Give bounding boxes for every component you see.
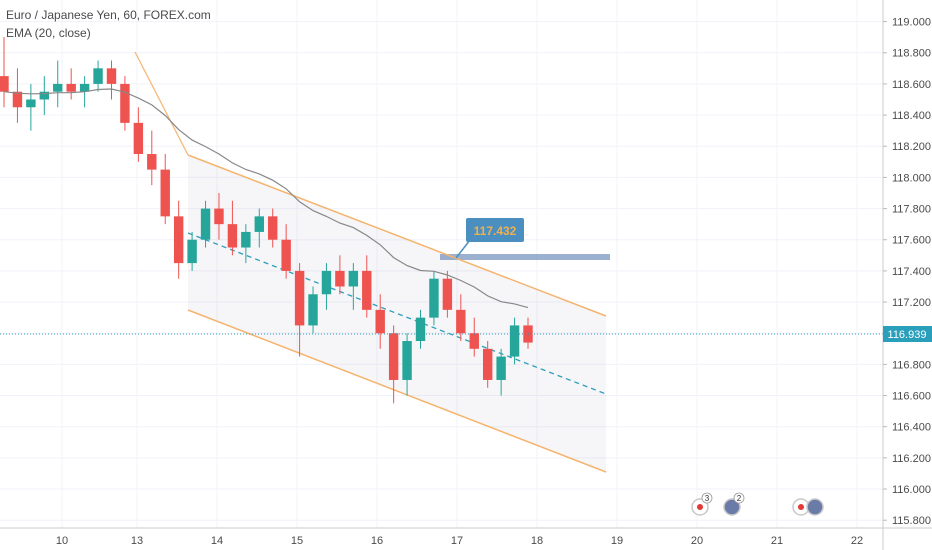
time-tick-label: 19	[611, 535, 623, 547]
price-tick-label: 119.000	[892, 17, 931, 29]
resistance-zone[interactable]	[440, 254, 610, 260]
svg-text:2: 2	[737, 494, 742, 503]
last-price-text: 116.939	[888, 329, 927, 341]
price-tick-label: 118.200	[892, 141, 931, 153]
time-tick-label: 21	[771, 535, 783, 547]
price-tick-label: 116.200	[892, 453, 931, 465]
price-callout[interactable]: 117.432	[456, 218, 524, 258]
price-tick-label: 118.000	[892, 172, 931, 184]
price-tick-label: 118.400	[892, 110, 931, 122]
svg-text:3: 3	[705, 494, 710, 503]
price-tick-label: 117.600	[892, 235, 931, 247]
price-tick-label: 116.800	[892, 359, 931, 371]
price-axis[interactable]: 119.000 118.800 118.600 118.400 118.200 118.0…	[883, 0, 931, 550]
time-tick-label: 10	[56, 535, 68, 547]
time-tick-label: 17	[451, 535, 463, 547]
time-tick-label: 16	[371, 535, 383, 547]
chart-legend: Euro / Japanese Yen, 60, FOREX.com EMA (…	[6, 6, 211, 42]
time-tick-label: 14	[211, 535, 223, 547]
candle	[120, 76, 129, 131]
price-tick-label: 117.800	[892, 204, 931, 216]
candle	[53, 61, 62, 108]
callout-price-text: 117.432	[474, 224, 517, 238]
candle	[93, 61, 102, 92]
time-tick-label: 18	[531, 535, 543, 547]
time-tick-label: 13	[131, 535, 143, 547]
price-tick-label: 117.200	[892, 297, 931, 309]
event-icons[interactable]: 3 2	[692, 493, 823, 515]
candle	[107, 61, 116, 100]
price-tick-label: 116.000	[892, 484, 931, 496]
candle	[26, 84, 35, 131]
price-tick-label: 118.600	[892, 79, 931, 91]
candle	[174, 201, 183, 279]
channel-fill	[188, 155, 606, 472]
price-tick-label: 116.400	[892, 422, 931, 434]
price-tick-label: 115.800	[892, 515, 931, 527]
candle	[66, 68, 75, 99]
price-tick-label: 118.800	[892, 48, 931, 60]
price-tick-label: 117.400	[892, 266, 931, 278]
time-tick-label: 20	[691, 535, 703, 547]
candle	[40, 76, 49, 115]
candle	[0, 37, 9, 107]
time-axis[interactable]: 10 13 14 15 16 17 18 19 20 21 22	[0, 528, 932, 547]
candle	[161, 154, 170, 224]
event-news-icon	[807, 499, 823, 515]
indicator-label[interactable]: EMA (20, close)	[6, 24, 211, 42]
time-tick-label: 15	[291, 535, 303, 547]
price-tick-label: 116.600	[892, 391, 931, 403]
candle	[429, 271, 438, 326]
time-tick-label: 22	[851, 535, 863, 547]
symbol-title[interactable]: Euro / Japanese Yen, 60, FOREX.com	[6, 6, 211, 24]
